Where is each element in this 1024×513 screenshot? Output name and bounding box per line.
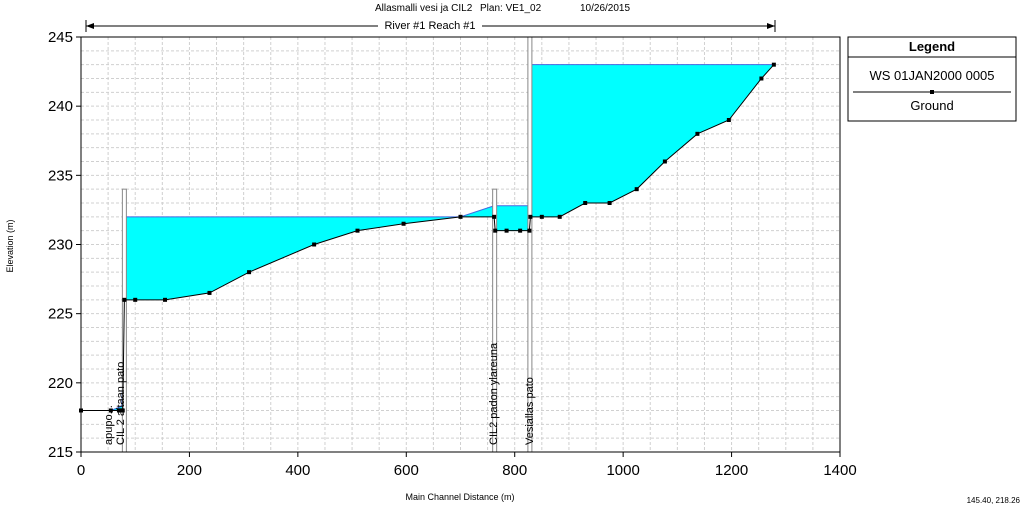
ground-point (528, 214, 533, 219)
ground-point (247, 270, 252, 275)
legend-title: Legend (909, 39, 955, 54)
ground-point (726, 118, 731, 122)
ground-point (583, 201, 588, 205)
water-surface-area (81, 64, 774, 411)
ground-profile (79, 62, 776, 413)
ground-point (607, 201, 612, 205)
x-tick-label: 400 (285, 462, 310, 479)
ground-point (163, 297, 168, 302)
ground-point (207, 290, 212, 295)
x-tick-label: 800 (502, 462, 527, 479)
ground-point (634, 187, 639, 192)
section-label: apupo... (103, 405, 115, 445)
ground-point (771, 62, 776, 67)
x-axis-label: Main Channel Distance (m) (405, 492, 514, 502)
project-title: Allasmalli vesi ja CIL2 (375, 3, 473, 14)
legend-entry-ws: WS 01JAN2000 0005 (869, 68, 994, 83)
water-fill (81, 64, 774, 411)
x-tick-label: 1000 (606, 462, 639, 479)
y-tick-label: 225 (48, 306, 73, 323)
axes: 0 200 400 600 800 1000 1200 1400 215 220 225 230 235… (48, 29, 857, 479)
x-tick-label: 1400 (823, 462, 856, 479)
ground-point (355, 228, 360, 233)
y-tick-label: 215 (48, 444, 73, 461)
ground-point (539, 214, 544, 219)
x-tick-label: 1200 (715, 462, 748, 479)
y-tick-label: 240 (48, 98, 73, 115)
ground-point (458, 214, 463, 219)
section-label: CIL 2 altaan pato (115, 362, 127, 445)
ground-point (695, 131, 700, 136)
ground-point (504, 228, 509, 233)
ground-point (120, 408, 125, 413)
ground-point (122, 297, 127, 302)
ground-point (662, 159, 667, 164)
ground-point (133, 297, 138, 302)
ground-point (527, 228, 532, 233)
y-tick-label: 245 (48, 29, 73, 46)
y-tick-label: 220 (48, 375, 73, 392)
reach-span: River #1 Reach #1 (85, 19, 776, 32)
y-axis-label: Elevation (m) (5, 219, 15, 272)
ground-point (401, 221, 406, 226)
plan-label: Plan: VE1_02 (480, 3, 542, 14)
ground-point (116, 408, 121, 413)
ground-point (759, 76, 764, 81)
ground-point (518, 228, 523, 233)
y-tick-label: 230 (48, 237, 73, 254)
ground-point (557, 214, 562, 219)
y-tick-label: 235 (48, 167, 73, 184)
plan-date: 10/26/2015 (580, 3, 630, 14)
section-label: Vesiallas pato (524, 377, 536, 445)
legend: Legend WS 01JAN2000 0005 Ground (847, 36, 1017, 122)
ground-point (108, 408, 113, 413)
ground-point (492, 214, 497, 219)
legend-entry-ground: Ground (910, 98, 953, 113)
x-tick-label: 0 (77, 462, 85, 479)
reach-label: River #1 Reach #1 (384, 20, 475, 32)
cursor-readout: 145.40, 218.26 (967, 496, 1021, 505)
legend-ground-marker (930, 90, 934, 94)
ground-point (312, 242, 317, 247)
x-tick-label: 600 (394, 462, 419, 479)
x-tick-label: 200 (177, 462, 202, 479)
section-annotations: apupo... CIL 2 altaan pato CIL2 padon ylar… (103, 342, 536, 445)
ground-point (493, 228, 498, 233)
section-label: CIL2 padon ylareuna (488, 342, 500, 445)
